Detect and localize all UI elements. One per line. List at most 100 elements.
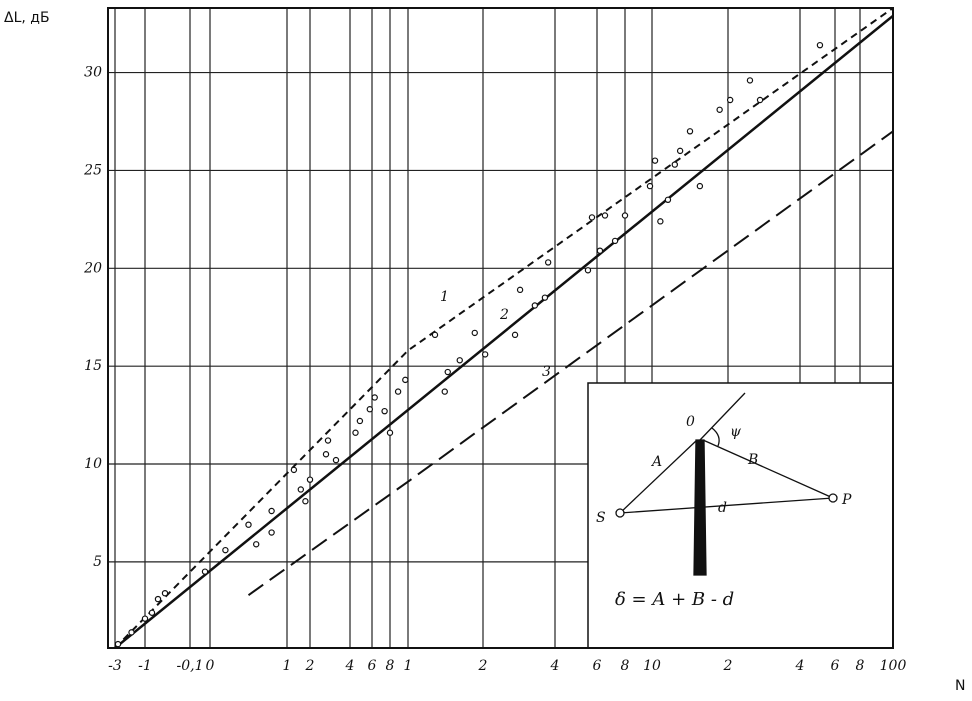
- y-tick-label: 30: [84, 65, 102, 81]
- point: [141, 615, 149, 622]
- x-tick-label: 2: [305, 658, 315, 674]
- plot-frame: [107, 7, 894, 649]
- point: [531, 302, 539, 309]
- point: [657, 218, 664, 225]
- plot: [114, 7, 894, 649]
- y-tick-label: 5: [93, 554, 102, 570]
- point: [716, 106, 723, 113]
- point: [201, 568, 209, 575]
- point: [541, 294, 549, 301]
- inset-formula: δ = A + B - d: [615, 589, 734, 610]
- point: [253, 541, 260, 548]
- x-tick-label: -1: [138, 658, 152, 674]
- x-tick-label: 8: [386, 658, 395, 674]
- point: [114, 640, 122, 648]
- path-d: [619, 497, 834, 514]
- inset-label: S: [596, 510, 606, 526]
- point: [671, 161, 679, 168]
- point: [386, 429, 394, 436]
- line-label: 2: [499, 307, 509, 323]
- point: [402, 376, 409, 384]
- angle-arc: [711, 427, 720, 447]
- point: [222, 546, 229, 554]
- point: [371, 394, 378, 401]
- point: [596, 247, 604, 254]
- point: [332, 456, 340, 464]
- inset-label: d: [718, 500, 727, 516]
- point: [290, 466, 298, 474]
- point: [441, 388, 448, 395]
- x-tick-label: -3: [108, 658, 122, 674]
- inset-label: ψ: [730, 424, 742, 440]
- point: [696, 182, 704, 190]
- inset-label: B: [747, 452, 758, 468]
- point: [366, 406, 373, 413]
- point: [664, 196, 672, 204]
- point: [651, 157, 659, 164]
- source: [615, 508, 625, 518]
- barrier: [693, 439, 707, 576]
- point: [756, 96, 764, 104]
- x-tick-label: 1: [404, 658, 413, 674]
- x-tick-label: 0: [206, 658, 215, 674]
- x-tick-label: 10: [643, 658, 661, 674]
- line: [247, 130, 894, 596]
- inset-diagram: [615, 392, 838, 576]
- path-b: [702, 439, 834, 499]
- point: [456, 357, 463, 364]
- point: [302, 498, 309, 505]
- x-tick-label: 4: [550, 658, 560, 674]
- x-tick-label: 4: [345, 658, 355, 674]
- x-tick-label: 6: [368, 658, 377, 674]
- point: [621, 212, 629, 219]
- inset-label: 0: [686, 414, 695, 430]
- inset-box: [587, 382, 894, 649]
- point: [611, 237, 619, 245]
- x-tick-label: 8: [621, 658, 630, 674]
- point: [268, 529, 275, 536]
- point: [746, 77, 754, 84]
- line-label: 3: [542, 364, 551, 380]
- point: [726, 96, 734, 104]
- point: [268, 507, 275, 515]
- point: [161, 589, 169, 597]
- point: [322, 451, 330, 458]
- y-axis-label: ΔL, дБ: [4, 10, 50, 26]
- x-tick-label: 100: [880, 658, 907, 674]
- point: [297, 486, 304, 493]
- point: [352, 429, 359, 436]
- point: [481, 351, 489, 358]
- point: [356, 417, 364, 425]
- inset-label: A: [650, 454, 662, 470]
- point: [676, 147, 684, 155]
- point: [148, 609, 156, 616]
- point: [816, 41, 824, 49]
- point: [128, 629, 135, 636]
- point: [686, 128, 694, 135]
- x-tick-label: 1: [283, 658, 292, 674]
- point: [431, 331, 439, 339]
- point: [444, 368, 451, 376]
- path-a: [619, 439, 698, 514]
- point: [381, 407, 388, 415]
- line: [114, 14, 894, 649]
- point: [324, 437, 332, 444]
- x-axis-label: N: [955, 678, 965, 694]
- y-tick-label: 20: [83, 260, 102, 276]
- point: [306, 476, 314, 483]
- receiver: [828, 493, 838, 503]
- x-tick-label: 6: [831, 658, 840, 674]
- x-tick-label: 2: [723, 658, 733, 674]
- x-tick-label: 6: [593, 658, 602, 674]
- point: [245, 521, 252, 528]
- point: [584, 267, 592, 274]
- line-label: 1: [440, 289, 449, 305]
- point: [516, 286, 524, 294]
- point: [511, 331, 519, 339]
- ray: [699, 392, 746, 441]
- y-tick-label: 15: [84, 358, 102, 374]
- point: [154, 595, 162, 603]
- point: [588, 214, 596, 221]
- x-tick-label: 4: [795, 658, 805, 674]
